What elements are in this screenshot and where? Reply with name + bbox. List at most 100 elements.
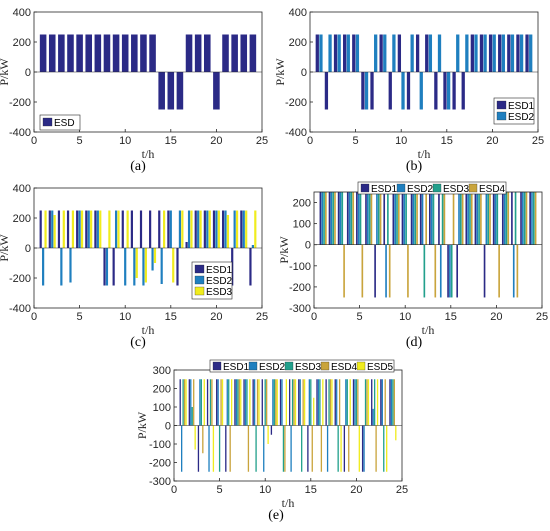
bar-esd2-t17 xyxy=(467,192,469,245)
bar-esd-t8 xyxy=(103,34,111,72)
bar-esd1-t8 xyxy=(379,34,383,72)
bar-esd3-t12 xyxy=(282,425,285,472)
bar-esd2-t9 xyxy=(253,379,256,426)
bar-esd2-t4 xyxy=(348,192,351,245)
bar-esd2-t12 xyxy=(421,192,424,245)
bar-esd4-t20 xyxy=(498,244,500,298)
bar-esd1-t24 xyxy=(389,379,391,426)
bar-esd5-t20 xyxy=(358,425,360,472)
bar-esd-t10 xyxy=(121,34,129,72)
bar-esd1-t22 xyxy=(507,34,511,72)
bar-esd2-t16 xyxy=(317,379,320,426)
bar-esd4-t2 xyxy=(334,192,336,245)
bar-esd-t17 xyxy=(185,34,193,72)
bar-esd2-t13 xyxy=(428,34,433,72)
bar-esd1-t7 xyxy=(94,210,97,248)
bar-esd1-t4 xyxy=(346,192,349,245)
x-tick-label: 10 xyxy=(399,311,411,323)
bar-esd1-t15 xyxy=(447,244,449,298)
bar-esd3-t18 xyxy=(199,210,202,248)
bar-esd1-t24 xyxy=(529,192,531,245)
bar-esd-t4 xyxy=(67,34,74,72)
panel-a: 0 5 10 15 20 25 -400 -200 0 200 400 t/h P/kW (a) ESD xyxy=(0,7,268,174)
x-tick-label: 15 xyxy=(305,484,317,496)
y-axis-label: P/kW xyxy=(273,58,287,86)
legend-label: ESD4 xyxy=(331,362,358,373)
bar-esd2-t1 xyxy=(181,425,183,472)
bar-esd4-t10 xyxy=(266,379,268,426)
panel-caption: (e) xyxy=(268,508,284,523)
legend-label: ESD3 xyxy=(295,362,322,373)
bar-esd1-t2 xyxy=(328,192,331,245)
legend-label: ESD2 xyxy=(407,184,434,195)
bar-esd3-t3 xyxy=(62,210,65,248)
panel-d: 0 5 10 15 20 25 -300 -200 -100 0 100 200 t/h P/kW (d) E… xyxy=(277,181,548,350)
bar-esd2-t22 xyxy=(372,408,374,426)
bar-esd4-t9 xyxy=(397,192,400,245)
x-axis-label: t/h xyxy=(418,147,431,161)
bar-esd2-t9 xyxy=(392,34,396,72)
bar-esd4-t19 xyxy=(348,425,350,472)
bar-esd5-t6 xyxy=(230,379,233,426)
bar-esd1-t3 xyxy=(197,425,200,472)
bar-esd-t1 xyxy=(39,34,47,72)
y-axis-label: P/kW xyxy=(0,58,11,86)
bar-esd2-t10 xyxy=(263,425,265,472)
bar-esd-t12 xyxy=(140,34,147,72)
bar-esd-t3 xyxy=(58,34,65,72)
bar-esd3-t20 xyxy=(496,192,499,245)
bar-esd1-t2 xyxy=(188,379,190,426)
x-tick-label: 5 xyxy=(353,135,359,147)
x-tick-label: 0 xyxy=(307,135,313,147)
bar-esd2-t17 xyxy=(326,425,329,472)
bar-esd5-t24 xyxy=(395,425,397,441)
bar-esd3-t21 xyxy=(505,192,508,245)
bar-esd2-t11 xyxy=(272,379,274,426)
legend-label: ESD1 xyxy=(206,265,233,276)
bar-esd4-t23 xyxy=(525,192,528,245)
legend-label: ESD2 xyxy=(259,362,286,373)
bar-esd3-t15 xyxy=(172,248,175,283)
bar-esd5-t11 xyxy=(276,379,278,426)
bar-esd2-t12 xyxy=(281,379,283,426)
bar-esd2-t4 xyxy=(69,248,72,283)
bar-esd4-t18 xyxy=(480,192,482,245)
y-tick-label: 200 xyxy=(13,37,31,49)
bar-esd2-t8 xyxy=(105,248,109,286)
bar-esd2-t1 xyxy=(319,34,323,72)
x-tick-label: 15 xyxy=(165,135,177,147)
bar-esd3-t15 xyxy=(310,379,312,426)
legend-swatch xyxy=(496,100,507,110)
bar-esd-t21 xyxy=(222,34,229,72)
x-axis-label: t/h xyxy=(282,496,295,510)
bar-esd2-t20 xyxy=(494,192,497,245)
bar-esd1-t23 xyxy=(380,379,382,426)
bar-esd2-t18 xyxy=(197,210,200,248)
bar-esd3-t23 xyxy=(383,425,385,472)
x-axis-label: t/h xyxy=(142,147,155,161)
bar-esd3-t21 xyxy=(364,379,367,426)
bar-esd1-t22 xyxy=(511,192,513,245)
bar-esd1-t6 xyxy=(361,72,365,110)
bar-esd1-t6 xyxy=(85,210,88,248)
bar-esd2-t6 xyxy=(87,210,90,248)
bar-esd1-t9 xyxy=(392,192,395,245)
bar-esd5-t7 xyxy=(240,379,242,426)
y-tick-label: -200 xyxy=(9,273,31,285)
bar-esd3-t4 xyxy=(350,192,353,245)
bar-esd2-t4 xyxy=(346,34,350,72)
bar-esd-t15 xyxy=(167,72,175,110)
bar-esd2-t1 xyxy=(42,248,45,286)
bar-esd1-t15 xyxy=(167,210,170,248)
bar-esd1-t14 xyxy=(434,72,438,110)
panel-caption: (a) xyxy=(130,159,146,174)
x-tick-label: 20 xyxy=(490,311,502,323)
bar-esd4-t8 xyxy=(247,425,250,472)
bar-esd4-t11 xyxy=(275,379,277,426)
bar-esd5-t12 xyxy=(285,379,288,426)
y-axis-label: P/kW xyxy=(277,236,291,264)
bar-esd3-t16 xyxy=(319,379,321,426)
bar-esd2-t20 xyxy=(492,34,496,72)
bar-esd-t14 xyxy=(158,72,165,110)
